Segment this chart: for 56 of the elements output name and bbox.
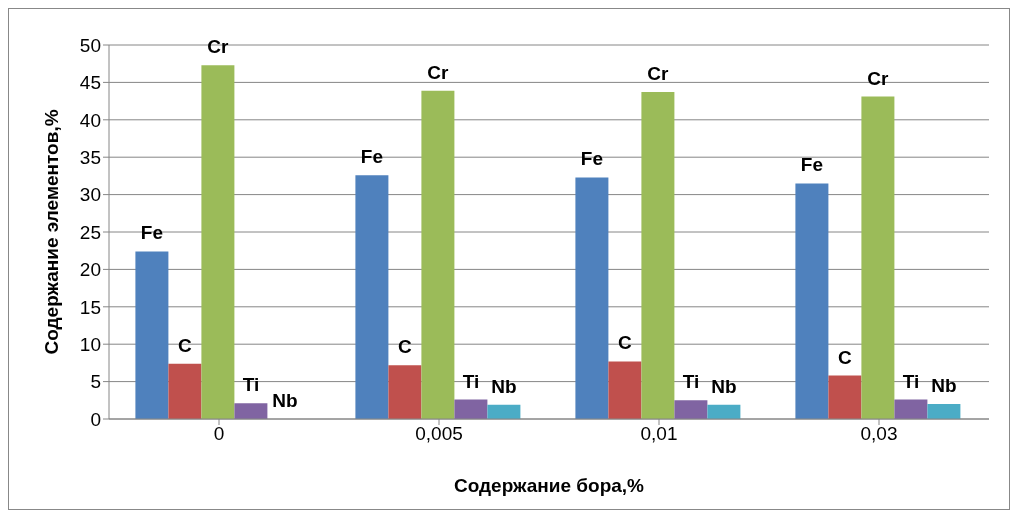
bar	[454, 399, 488, 419]
bar	[388, 365, 422, 419]
bar	[641, 92, 675, 419]
bar	[355, 175, 389, 419]
text: Nb	[931, 375, 957, 397]
bar	[795, 183, 829, 419]
bar	[168, 363, 202, 419]
annotation: Nb	[272, 390, 298, 411]
text: Cr	[427, 61, 449, 83]
bar	[234, 403, 268, 419]
bar	[707, 404, 741, 419]
bar	[861, 96, 895, 419]
y-tick-label: 30	[79, 184, 101, 206]
bar	[828, 375, 862, 419]
y-tick-label: 45	[79, 72, 101, 94]
series-label: Cr	[207, 36, 230, 58]
text: Ti	[682, 371, 700, 393]
y-tick-label: 20	[79, 259, 101, 281]
text: Ti	[462, 370, 480, 392]
text: C	[838, 346, 852, 368]
text: Nb	[711, 375, 737, 397]
text: Fe	[580, 148, 603, 170]
series-label: Ti	[242, 374, 260, 396]
bar	[927, 404, 961, 419]
bar	[894, 399, 928, 419]
bar	[135, 251, 169, 419]
text: Cr	[647, 63, 669, 85]
y-tick-label: 0	[90, 408, 101, 430]
x-tick-label: 0,005	[415, 423, 463, 445]
x-axis-title: Содержание бора,%	[453, 475, 645, 497]
bar	[487, 404, 521, 419]
x-tick-label: 0	[213, 423, 225, 445]
text: Fe	[360, 146, 383, 168]
bar	[575, 177, 609, 419]
bar	[421, 90, 455, 419]
series-label: Fe	[140, 222, 163, 244]
y-axis-title: Содержание элементов,%	[40, 109, 62, 355]
y-tick-label: 15	[79, 296, 101, 318]
text: Ti	[902, 370, 920, 392]
y-tick-label: 10	[79, 333, 101, 355]
y-tick-label: 25	[79, 221, 101, 243]
y-tick-label: 40	[79, 109, 101, 131]
text: C	[398, 336, 412, 358]
y-tick-label: 35	[79, 146, 101, 168]
text: C	[618, 332, 632, 354]
series-label: Nb	[491, 375, 517, 397]
bar	[608, 361, 642, 419]
bar	[674, 400, 708, 419]
bar	[201, 65, 235, 419]
x-tick-label: 0,01	[640, 423, 678, 445]
series-label: C	[178, 334, 193, 356]
x-tick-label: 0,03	[860, 423, 898, 445]
text: Fe	[800, 154, 823, 176]
y-tick-label: 50	[79, 34, 101, 56]
y-tick-label: 5	[90, 371, 101, 393]
text: Cr	[867, 67, 889, 89]
